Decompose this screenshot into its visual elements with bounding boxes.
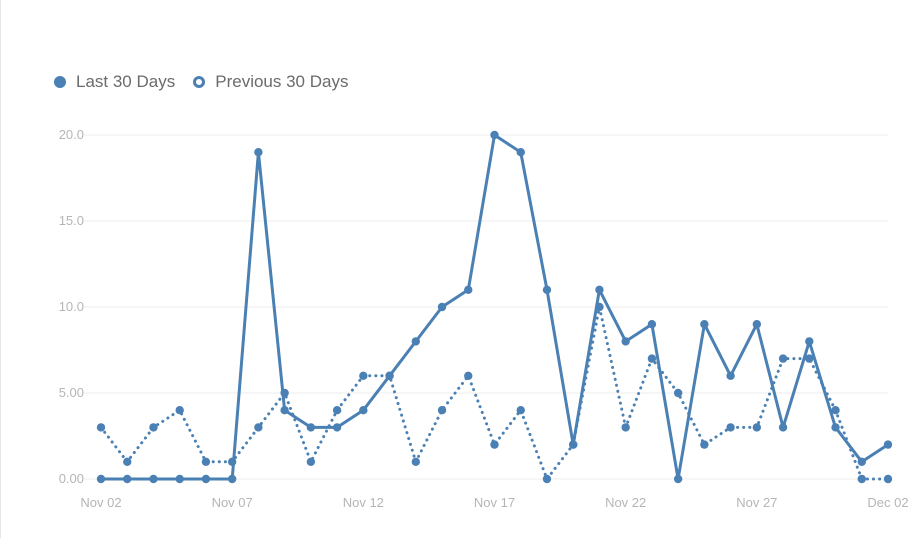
- data-point-last-30-days: [778, 423, 788, 432]
- filled-circle-icon: [54, 76, 66, 88]
- data-point-previous-30-days: [831, 406, 840, 415]
- data-point-previous-30-days: [437, 406, 447, 415]
- data-point-last-30-days: [359, 406, 368, 415]
- data-point-previous-30-days: [490, 440, 499, 449]
- data-point-last-30-days: [805, 337, 814, 346]
- data-point-last-30-days: [752, 320, 762, 329]
- data-point-previous-30-days: [411, 457, 420, 466]
- data-point-previous-30-days: [149, 423, 158, 432]
- data-point-previous-30-days: [542, 474, 552, 484]
- data-point-last-30-days: [280, 406, 289, 415]
- x-tick-label: Nov 02: [80, 495, 121, 510]
- data-point-previous-30-days: [385, 371, 394, 380]
- data-point-previous-30-days: [464, 371, 473, 380]
- data-point-previous-30-days: [726, 423, 735, 432]
- data-point-previous-30-days: [201, 457, 211, 466]
- data-point-last-30-days: [673, 474, 683, 484]
- data-point-last-30-days: [542, 285, 552, 294]
- data-point-last-30-days: [516, 148, 525, 157]
- x-tick-label: Dec 02: [867, 495, 908, 510]
- data-point-last-30-days: [123, 474, 132, 484]
- data-point-last-30-days: [595, 285, 604, 294]
- data-point-last-30-days: [332, 423, 342, 432]
- data-point-last-30-days: [96, 474, 106, 484]
- data-point-previous-30-days: [857, 474, 866, 484]
- data-point-last-30-days: [857, 457, 866, 466]
- hollow-circle-icon: [193, 76, 206, 88]
- data-point-last-30-days: [149, 474, 158, 484]
- y-tick-label: 20.0: [59, 127, 84, 142]
- y-tick-label: 10.0: [59, 299, 84, 314]
- data-point-previous-30-days: [805, 354, 814, 363]
- data-point-last-30-days: [647, 320, 657, 329]
- x-tick-label: Nov 22: [605, 495, 646, 510]
- data-point-previous-30-days: [227, 457, 237, 466]
- data-point-previous-30-days: [700, 440, 709, 449]
- data-point-last-30-days: [726, 371, 735, 380]
- data-point-previous-30-days: [123, 457, 132, 466]
- y-tick-label: 0.00: [59, 471, 84, 486]
- data-point-last-30-days: [175, 474, 184, 484]
- data-point-previous-30-days: [595, 302, 604, 312]
- chart-legend: Last 30 Days Previous 30 Days: [54, 72, 348, 92]
- data-point-previous-30-days: [569, 440, 578, 449]
- y-tick-label: 5.00: [59, 385, 84, 400]
- data-point-previous-30-days: [752, 423, 762, 432]
- data-point-previous-30-days: [359, 371, 368, 380]
- data-point-last-30-days: [621, 337, 630, 346]
- data-point-last-30-days: [437, 302, 447, 312]
- series-previous-30-days: [96, 302, 893, 484]
- data-point-last-30-days: [464, 285, 473, 294]
- x-tick-label: Nov 12: [343, 495, 384, 510]
- x-tick-label: Nov 17: [474, 495, 515, 510]
- data-point-last-30-days: [227, 474, 237, 484]
- data-point-previous-30-days: [332, 406, 342, 415]
- data-point-last-30-days: [306, 423, 316, 432]
- data-point-previous-30-days: [883, 474, 893, 484]
- data-point-previous-30-days: [254, 423, 263, 432]
- data-point-last-30-days: [700, 320, 709, 329]
- legend-label-previous-30-days: Previous 30 Days: [215, 72, 349, 91]
- data-point-previous-30-days: [280, 388, 289, 398]
- x-tick-label: Nov 27: [736, 495, 777, 510]
- data-point-previous-30-days: [96, 423, 106, 432]
- legend-label-last-30-days: Last 30 Days: [76, 72, 176, 91]
- data-point-previous-30-days: [647, 354, 657, 363]
- data-point-previous-30-days: [621, 423, 630, 432]
- data-point-previous-30-days: [175, 406, 184, 415]
- data-point-previous-30-days: [778, 354, 788, 363]
- legend-item-last-30-days[interactable]: Last 30 Days: [54, 72, 175, 92]
- data-point-last-30-days: [201, 474, 211, 484]
- data-point-last-30-days: [831, 423, 840, 432]
- data-point-previous-30-days: [673, 388, 683, 398]
- data-point-last-30-days: [254, 148, 263, 157]
- data-point-previous-30-days: [306, 457, 316, 466]
- data-point-last-30-days: [411, 337, 420, 346]
- data-point-last-30-days: [490, 130, 499, 140]
- legend-item-previous-30-days[interactable]: Previous 30 Days: [193, 72, 348, 92]
- x-tick-label: Nov 07: [212, 495, 253, 510]
- data-point-last-30-days: [883, 440, 893, 449]
- panel-left-border: [0, 0, 1, 538]
- data-point-previous-30-days: [516, 406, 525, 415]
- y-tick-label: 15.0: [59, 213, 84, 228]
